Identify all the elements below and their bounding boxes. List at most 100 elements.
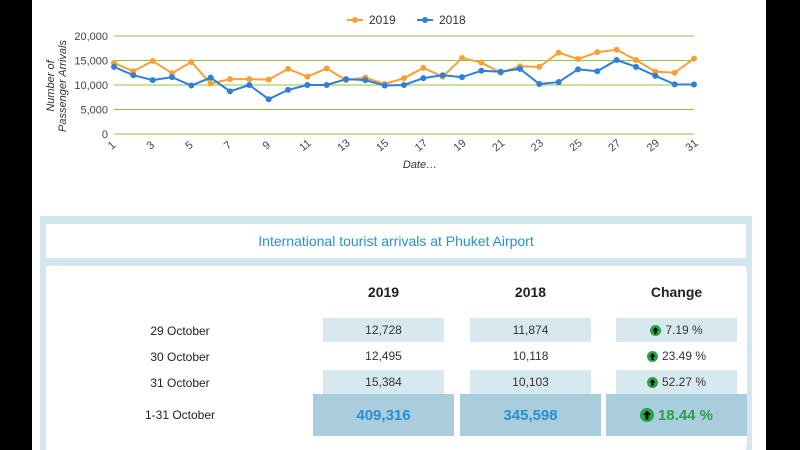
data-point-2018 [459,74,465,81]
cell-2018: 10,103 [470,370,591,394]
x-tick-label: 1 [106,139,118,152]
data-point-2018 [536,81,543,88]
change-value: 7.19 % [665,323,703,337]
up-arrow-circle-icon [646,350,658,362]
x-tick-label: 27 [606,137,623,154]
data-point-2019 [420,64,427,71]
x-tick-label: 21 [490,137,507,154]
x-tick-label: 31 [684,137,701,154]
cell-2019: 12,495 [323,344,444,368]
data-point-2018 [265,96,272,103]
data-point-2019 [323,65,330,72]
data-point-2019 [401,75,407,82]
change-value: 23.49 % [661,349,707,363]
data-point-2018 [613,57,620,64]
panel-title: International tourist arrivals at Phuket… [46,224,746,258]
data-point-2018 [575,66,581,73]
data-point-2019 [691,55,697,62]
data-point-2019 [652,68,659,75]
y-tick-label: 10,000 [74,80,108,92]
page: 0 5,000 10,000 15,000 20,000 1 3 5 7 9 11 13 15 17 19 2… [32,0,766,450]
legend-marker-2019 [352,17,358,23]
y-tick-label: 15,000 [74,56,108,68]
x-tick-label: 19 [452,137,469,154]
x-tick-label: 23 [529,137,546,154]
data-point-2019 [613,46,620,53]
total-2018: 345,598 [460,394,601,436]
data-point-2018 [478,67,485,74]
x-tick-label: 17 [413,137,430,154]
data-point-2019 [246,76,253,83]
data-point-2018 [633,63,639,70]
data-point-2018 [671,81,678,88]
row-label: 29 October [150,324,210,338]
up-arrow-circle-icon [639,408,654,422]
data-point-2019 [207,80,214,87]
data-point-2018 [381,82,388,89]
legend-label: 2019 [369,13,396,27]
cell-2019: 15,384 [323,370,444,394]
data-point-2019 [285,65,291,72]
y-tick-label: 20,000 [74,31,108,43]
header-change: Change [650,284,703,300]
data-point-2019 [265,76,272,83]
data-point-2018 [227,88,233,95]
up-arrow-circle-icon [650,324,662,336]
data-point-2019 [555,49,562,56]
change-value: 52.27 % [661,375,707,389]
data-point-2018 [285,86,291,93]
header-2019: 2019 [367,284,400,300]
data-point-2018 [304,82,311,88]
data-point-2018 [555,79,562,86]
data-point-2019 [478,59,485,66]
legend-label: 2018 [439,13,466,27]
data-point-2018 [362,77,369,84]
data-point-2019 [149,57,156,64]
data-point-2019 [536,63,543,70]
data-point-2018 [188,82,195,89]
up-arrow-circle-icon [646,376,658,388]
row-label: 31 October [150,376,210,390]
data-point-2018 [149,77,156,84]
data-point-2018 [594,68,601,75]
data-point-2018 [169,74,175,81]
x-tick-label: 3 [145,139,157,152]
x-tick-label: 9 [261,139,273,152]
x-axis-title: Date… [403,159,437,171]
row-label: 30 October [150,350,210,364]
data-point-2018 [111,63,117,70]
x-tick-label: 11 [297,137,313,154]
data-point-2019 [459,55,465,62]
x-tick-label: 25 [568,137,585,154]
data-point-2019 [188,58,195,65]
comparison-table: 2019 2018 Change 29 October 12,728 11,87… [46,266,747,450]
change-value: 18.44 % [657,406,714,424]
x-tick-label: 13 [336,137,353,154]
data-point-2018 [343,76,349,83]
data-point-2019 [227,76,233,83]
arrivals-panel: International tourist arrivals at Phuket… [40,216,752,450]
data-point-2019 [594,49,601,56]
data-point-2018 [420,75,427,82]
data-point-2019 [575,56,581,63]
data-point-2018 [517,65,523,72]
legend-marker-2018 [422,17,428,23]
y-axis-title: Number ofPassenger Arrivals [45,40,69,132]
cell-change: 52.27 % [616,370,737,394]
data-point-2019 [671,69,678,76]
y-tick-label: 0 [102,129,108,141]
cell-change: 7.19 % [616,318,737,342]
data-point-2018 [130,72,137,79]
data-point-2018 [439,72,446,79]
total-label: 1-31 October [144,408,216,422]
data-point-2019 [304,73,311,80]
data-point-2018 [497,68,504,75]
data-point-2018 [401,82,407,88]
cell-change: 23.49 % [616,344,737,368]
total-2019: 409,316 [313,394,454,436]
data-point-2018 [246,82,253,88]
cell-2019: 12,728 [323,318,444,342]
x-tick-label: 29 [645,137,662,154]
cell-2018: 10,118 [470,344,591,368]
